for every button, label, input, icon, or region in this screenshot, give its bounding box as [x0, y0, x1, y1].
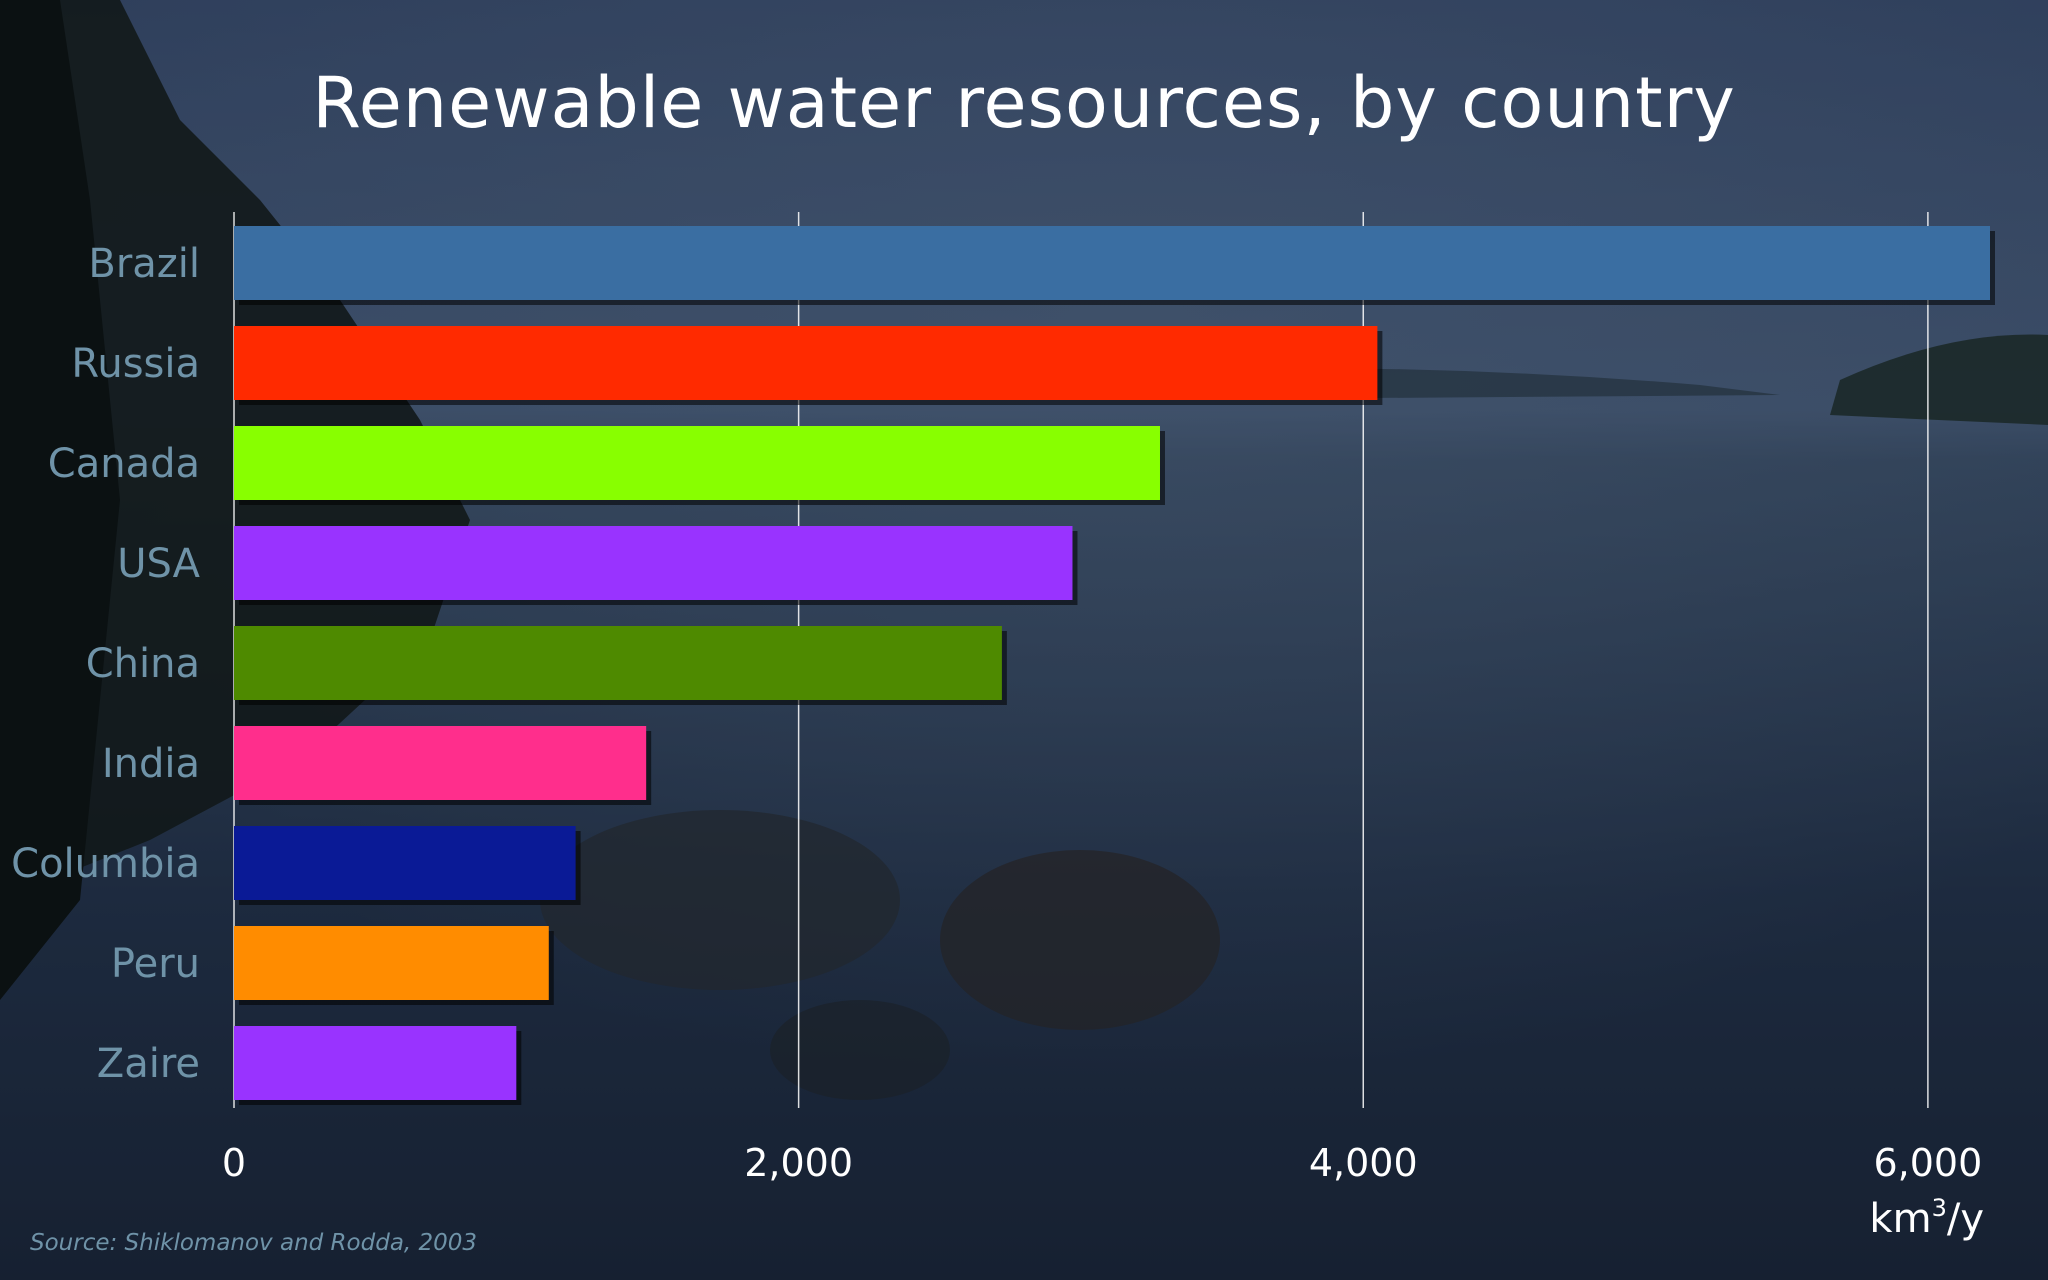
bar-peru: [234, 926, 549, 1000]
category-label: India: [102, 741, 200, 787]
chart-title: Renewable water resources, by country: [312, 62, 1736, 144]
bar-columbia: [234, 826, 576, 900]
bar-zaire: [234, 1026, 517, 1100]
source-note: Source: Shiklomanov and Rodda, 2003: [30, 1230, 478, 1256]
category-label: Peru: [111, 941, 200, 987]
x-tick-label: 2,000: [744, 1141, 853, 1185]
category-label: USA: [117, 541, 200, 587]
x-tick-label: 6,000: [1873, 1141, 1982, 1185]
x-axis-unit-label: km3/y: [1869, 1196, 1984, 1242]
unit-exponent: 3: [1931, 1194, 1947, 1222]
category-label: China: [86, 641, 200, 687]
bar-russia: [234, 326, 1378, 400]
bar-usa: [234, 526, 1073, 600]
x-tick-label: 0: [222, 1141, 246, 1185]
bar-india: [234, 726, 647, 800]
bar-china: [234, 626, 1002, 700]
bar-canada: [234, 426, 1160, 500]
unit-suffix: /y: [1946, 1196, 1984, 1242]
category-label: Brazil: [88, 241, 200, 287]
category-label: Zaire: [97, 1041, 200, 1087]
category-label: Columbia: [11, 841, 200, 887]
category-label: Canada: [48, 441, 200, 487]
bar-brazil: [234, 226, 1990, 300]
category-label: Russia: [71, 341, 200, 387]
unit-base: km: [1869, 1196, 1932, 1242]
x-tick-label: 4,000: [1309, 1141, 1418, 1185]
